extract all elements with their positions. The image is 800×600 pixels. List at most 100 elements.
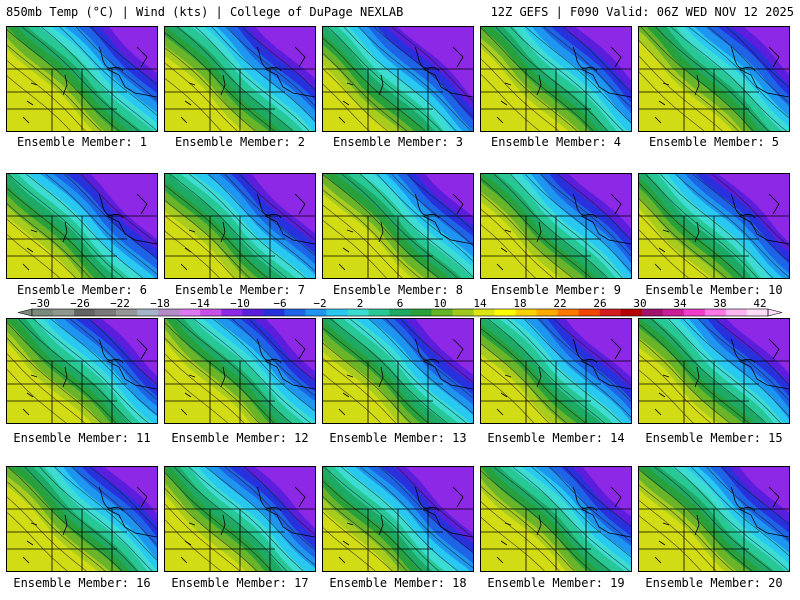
ensemble-member-label: Ensemble Member: 13 [329,431,467,445]
colorbar-swatch [32,309,54,316]
colorbar-swatch [683,309,706,316]
colorbar-swatch [200,309,222,316]
ensemble-member-label: Ensemble Member: 15 [645,431,783,445]
colorbar-tick-label: 42 [753,297,766,310]
temperature-map [323,27,473,131]
temperature-map [7,174,157,278]
ensemble-member-label: Ensemble Member: 1 [16,135,148,149]
map-title: 850mb Temp (°C) | Wind (kts) | College o… [6,5,404,19]
colorbar-tick-label: 30 [633,297,646,310]
ensemble-member-label: Ensemble Member: 4 [490,135,622,149]
temperature-map [639,319,789,423]
temperature-map [481,467,631,571]
temperature-map [7,467,157,571]
colorbar-tick-label: −30 [30,297,50,310]
valid-time: 12Z GEFS | F090 Valid: 06Z WED NOV 12 20… [490,5,794,19]
colorbar-swatch [641,309,664,316]
colorbar-swatch [179,309,201,316]
ensemble-member-label: Ensemble Member: 9 [490,283,622,297]
colorbar-swatch [242,309,264,316]
temperature-map [639,467,789,571]
ensemble-map-panel [164,466,316,572]
colorbar-tick-label: 26 [593,297,606,310]
colorbar-swatch [473,309,495,316]
ensemble-member-label: Ensemble Member: 8 [332,283,464,297]
colorbar-swatch [137,309,159,316]
colorbar-swatch [368,309,390,316]
colorbar-tick-label: −6 [273,297,286,310]
ensemble-map-panel [6,318,158,424]
ensemble-map-panel [638,26,790,132]
colorbar-tick-label: 2 [357,297,364,310]
colorbar-swatch [452,309,474,316]
ensemble-member-label: Ensemble Member: 14 [487,431,625,445]
ensemble-member-label: Ensemble Member: 19 [487,576,625,590]
colorbar-swatch [326,309,348,316]
ensemble-map-panel [164,26,316,132]
ensemble-map-panel [480,318,632,424]
temperature-map [165,174,315,278]
ensemble-member-label: Ensemble Member: 16 [13,576,151,590]
colorbar-tick-label: 22 [553,297,566,310]
colorbar-swatch [725,309,748,316]
temperature-map [639,27,789,131]
colorbar-swatch [221,309,243,316]
temperature-map [481,319,631,423]
temperature-map [165,319,315,423]
colorbar-tick-label: 38 [713,297,726,310]
temperature-map [7,319,157,423]
colorbar-swatch [662,309,685,316]
ensemble-map-panel [6,466,158,572]
ensemble-member-label: Ensemble Member: 12 [171,431,309,445]
ensemble-map-panel [638,318,790,424]
colorbar-swatch [557,309,580,316]
ensemble-map-panel [322,466,474,572]
ensemble-member-label: Ensemble Member: 5 [648,135,780,149]
ensemble-map-panel [480,466,632,572]
ensemble-member-label: Ensemble Member: 6 [16,283,148,297]
colorbar-swatch [305,309,327,316]
colorbar-swatch [158,309,180,316]
ensemble-member-label: Ensemble Member: 7 [174,283,306,297]
colorbar-tick-label: −10 [230,297,250,310]
colorbar-tick-label: 18 [513,297,526,310]
colorbar-swatch [284,309,306,316]
ensemble-member-label: Ensemble Member: 2 [174,135,306,149]
colorbar-swatch [389,309,411,316]
colorbar-swatch [515,309,537,316]
ensemble-member-label: Ensemble Member: 3 [332,135,464,149]
temperature-map [481,174,631,278]
colorbar-swatch [578,309,601,316]
colorbar-tick-label: −2 [313,297,326,310]
colorbar-tick-label: −14 [190,297,210,310]
colorbar-swatch [494,309,516,316]
colorbar-swatch [431,309,453,316]
ensemble-member-label: Ensemble Member: 20 [645,576,783,590]
colorbar-tick-label: −18 [150,297,170,310]
colorbar-swatch [347,309,369,316]
colorbar-tick-label: 14 [473,297,487,310]
ensemble-map-panel [322,26,474,132]
temperature-map [323,467,473,571]
colorbar-swatch [95,309,117,316]
colorbar-swatch [410,309,432,316]
temperature-map [165,467,315,571]
temperature-map [165,27,315,131]
ensemble-map-panel [638,466,790,572]
ensemble-map-panel [322,318,474,424]
ensemble-map-panel [480,26,632,132]
colorbar-swatch [263,309,285,316]
colorbar-right-arrow [767,308,783,317]
temperature-map [639,174,789,278]
colorbar-swatch [536,309,559,316]
colorbar-swatch [74,309,96,316]
ensemble-map-panel [164,173,316,279]
temperature-map [323,174,473,278]
colorbar-swatch [704,309,727,316]
colorbar-swatch [116,309,138,316]
temperature-colorbar: −30 −26 −22 −18 −14 −10 −6 −2 2 6 10 14 18 22 26 30 34 38… [17,297,783,317]
colorbar-tick-label: −26 [70,297,90,310]
colorbar-tick-label: 34 [673,297,687,310]
ensemble-member-label: Ensemble Member: 11 [13,431,151,445]
colorbar-left-arrow [17,308,33,317]
